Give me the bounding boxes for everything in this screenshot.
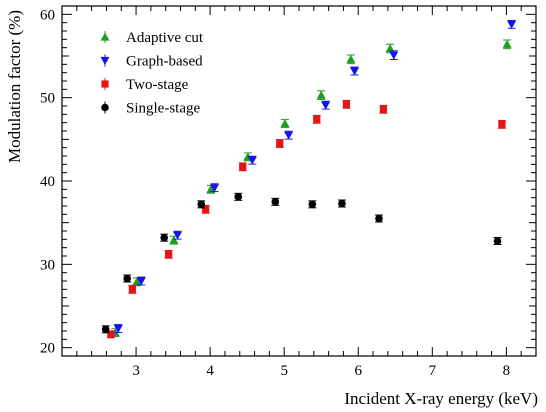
single-stage-point	[101, 325, 110, 334]
single-stage-point	[493, 237, 502, 245]
two-stage-point	[342, 100, 350, 108]
y-tick-label: 40	[40, 174, 55, 190]
graph-based-point	[321, 101, 331, 110]
graph-based-point	[173, 231, 183, 240]
legend-graph-based-label: Graph-based	[126, 54, 203, 70]
legend-two-stage-marker	[101, 80, 109, 88]
two-stage-point	[128, 285, 136, 293]
single-stage-point	[338, 199, 346, 208]
graph-based-point	[350, 67, 360, 76]
two-stage-point	[313, 115, 321, 123]
two-stage-point	[107, 330, 115, 338]
two-stage-point	[202, 205, 210, 213]
adaptive-cut-point	[346, 54, 356, 63]
single-stage-point	[234, 193, 243, 201]
graph-based-point	[507, 20, 517, 29]
adaptive-cut-point	[385, 44, 395, 53]
graph-based-point	[247, 156, 257, 165]
legend-single-stage-marker	[101, 103, 109, 112]
graph-based-point	[113, 324, 123, 333]
x-axis-label: Incident X-ray energy (keV)	[344, 389, 538, 408]
two-stage-point	[239, 163, 247, 171]
y-tick-label: 60	[40, 7, 55, 23]
legend-graph-based-marker	[100, 56, 110, 65]
graph-based-point	[284, 131, 294, 140]
graph-based-point	[136, 277, 146, 286]
two-stage-point	[379, 105, 388, 113]
y-axis-label: Modulation factor (%)	[5, 10, 24, 163]
single-stage-point	[308, 200, 317, 209]
x-tick-label: 8	[503, 363, 511, 379]
legend-adaptive-cut-label: Adaptive cut	[126, 30, 204, 46]
adaptive-cut-point	[132, 277, 142, 286]
y-tick-label: 20	[40, 341, 55, 357]
adaptive-cut-point	[280, 119, 290, 128]
axes: 3 4 5 6 7 8 20 30 40 50 60	[40, 5, 537, 379]
y-tick-label: 30	[40, 257, 55, 273]
two-stage-point	[276, 139, 284, 148]
x-tick-label: 7	[429, 363, 437, 379]
single-stage-point	[160, 233, 169, 242]
legend-two-stage-label: Two-stage	[126, 77, 189, 93]
x-tick-label: 4	[206, 363, 214, 379]
two-stage-point	[498, 120, 506, 128]
data-points	[101, 19, 517, 339]
graph-based-point	[210, 184, 220, 193]
adaptive-cut-point	[316, 90, 326, 99]
single-stage-point	[197, 200, 206, 209]
adaptive-cut-point	[502, 39, 512, 48]
x-tick-label: 5	[280, 363, 288, 379]
x-tick-label: 6	[355, 363, 363, 379]
legend-adaptive-cut-marker	[100, 32, 110, 41]
x-tick-label: 3	[132, 363, 140, 379]
single-stage-point	[123, 274, 131, 283]
adaptive-cut-point	[206, 184, 216, 193]
single-stage-point	[375, 214, 383, 223]
legend-single-stage-label: Single-stage	[126, 101, 200, 117]
two-stage-point	[165, 250, 173, 258]
single-stage-point	[271, 198, 280, 206]
adaptive-cut-point	[169, 235, 179, 244]
legend: Adaptive cut Graph-based Two-stage Single-s…	[100, 30, 204, 117]
graph-based-point	[389, 51, 399, 60]
y-tick-label: 50	[40, 91, 55, 107]
